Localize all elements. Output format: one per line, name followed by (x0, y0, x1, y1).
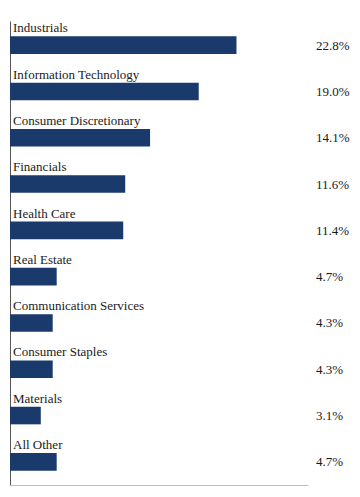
svg-text:Health Care: Health Care (13, 206, 76, 221)
svg-text:Financials: Financials (13, 159, 66, 174)
svg-text:Materials: Materials (13, 391, 62, 406)
svg-text:19.0%: 19.0% (316, 84, 350, 99)
svg-text:4.3%: 4.3% (316, 362, 343, 377)
svg-text:All Other: All Other (13, 437, 63, 452)
svg-text:11.4%: 11.4% (316, 223, 349, 238)
svg-text:Information Technology: Information Technology (13, 67, 140, 82)
svg-text:4.3%: 4.3% (316, 315, 343, 330)
svg-text:4.7%: 4.7% (316, 454, 343, 469)
svg-text:14.1%: 14.1% (316, 130, 350, 145)
svg-text:Real Estate: Real Estate (13, 252, 72, 267)
svg-text:11.6%: 11.6% (316, 177, 349, 192)
svg-text:22.8%: 22.8% (316, 38, 350, 53)
svg-text:Consumer Staples: Consumer Staples (13, 344, 107, 359)
svg-text:Communication Services: Communication Services (13, 298, 144, 313)
svg-text:3.1%: 3.1% (316, 408, 343, 423)
svg-text:Industrials: Industrials (13, 20, 68, 35)
svg-text:4.7%: 4.7% (316, 269, 343, 284)
svg-text:Consumer Discretionary: Consumer Discretionary (13, 113, 141, 128)
